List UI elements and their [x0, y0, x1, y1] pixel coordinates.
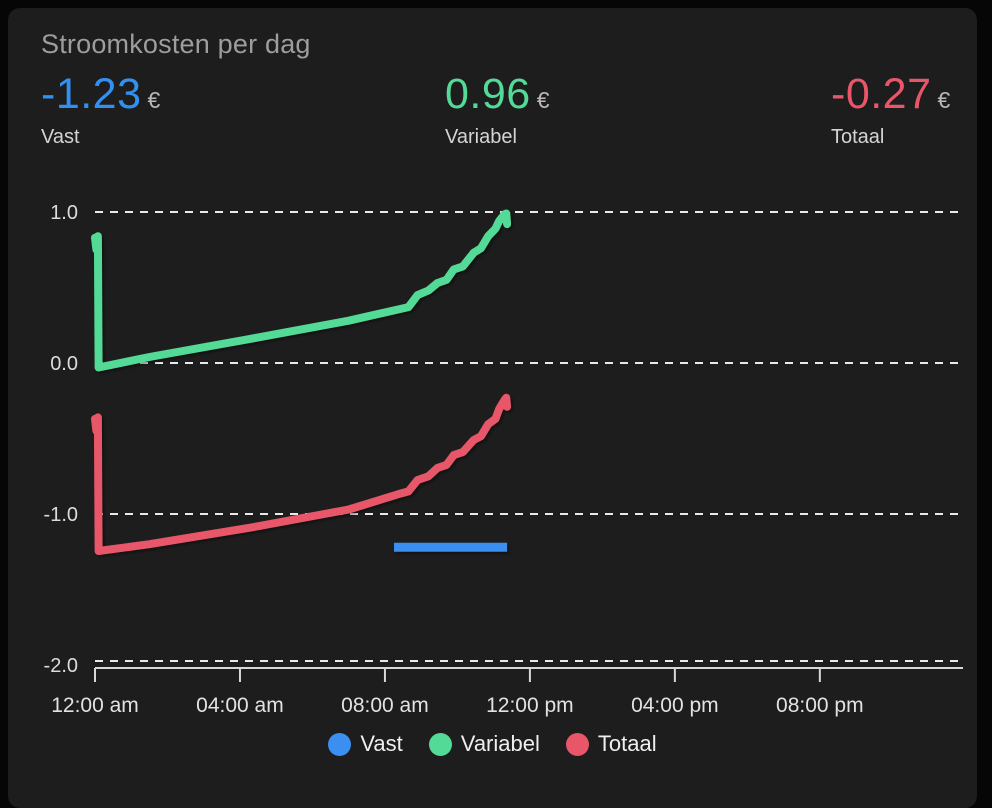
stat-variabel-value: 0.96 [445, 70, 531, 118]
chart-legend: Vast Variabel Totaal [8, 731, 977, 757]
stat-variabel-currency: € [536, 87, 550, 113]
cost-line-chart[interactable]: 1.0 0.0 -1.0 -2.0 12:00 am 04:00 am 08:00 am 12… [0, 0, 992, 790]
svg-text:12:00 am: 12:00 am [51, 694, 139, 717]
stat-totaal-currency: € [937, 87, 951, 113]
svg-text:08:00 pm: 08:00 pm [776, 694, 864, 717]
series-variabel [91, 209, 512, 372]
legend-item-variabel[interactable]: Variabel [428, 731, 540, 757]
svg-text:-2.0: -2.0 [44, 655, 78, 677]
stat-totaal: -0.27 € Totaal [831, 70, 951, 149]
energy-cost-card: Stroomkosten per dag -1.23 € Vast 0.96 €… [8, 8, 977, 808]
legend-label-totaal: Totaal [597, 731, 657, 756]
svg-text:12:00 pm: 12:00 pm [486, 694, 574, 717]
svg-text:04:00 pm: 04:00 pm [631, 694, 719, 717]
stat-vast-label: Vast [41, 126, 80, 149]
svg-text:-1.0: -1.0 [44, 504, 78, 526]
svg-text:0.0: 0.0 [50, 353, 78, 375]
stat-totaal-value: -0.27 [831, 70, 932, 118]
page-title: Stroomkosten per dag [41, 29, 311, 59]
stats-row: -1.23 € Vast 0.96 € Variabel -0.27 € Tot… [41, 70, 951, 149]
legend-item-totaal[interactable]: Totaal [565, 731, 657, 757]
stat-variabel: 0.96 € Variabel [445, 70, 831, 149]
legend-label-variabel: Variabel [460, 731, 540, 756]
legend-item-vast[interactable]: Vast [328, 731, 403, 757]
legend-label-vast: Vast [360, 731, 403, 756]
svg-text:1.0: 1.0 [50, 202, 78, 224]
stat-vast: -1.23 € Vast [41, 70, 445, 149]
stat-totaal-label: Totaal [831, 126, 885, 149]
legend-dot-variabel [428, 732, 452, 756]
stat-variabel-label: Variabel [445, 126, 517, 149]
stat-vast-value: -1.23 [41, 70, 142, 118]
legend-dot-totaal [565, 732, 589, 756]
svg-text:04:00 am: 04:00 am [196, 694, 284, 717]
stat-vast-currency: € [147, 87, 161, 113]
svg-text:08:00 am: 08:00 am [341, 694, 429, 717]
legend-dot-vast [328, 732, 352, 756]
series-totaal [91, 393, 512, 555]
